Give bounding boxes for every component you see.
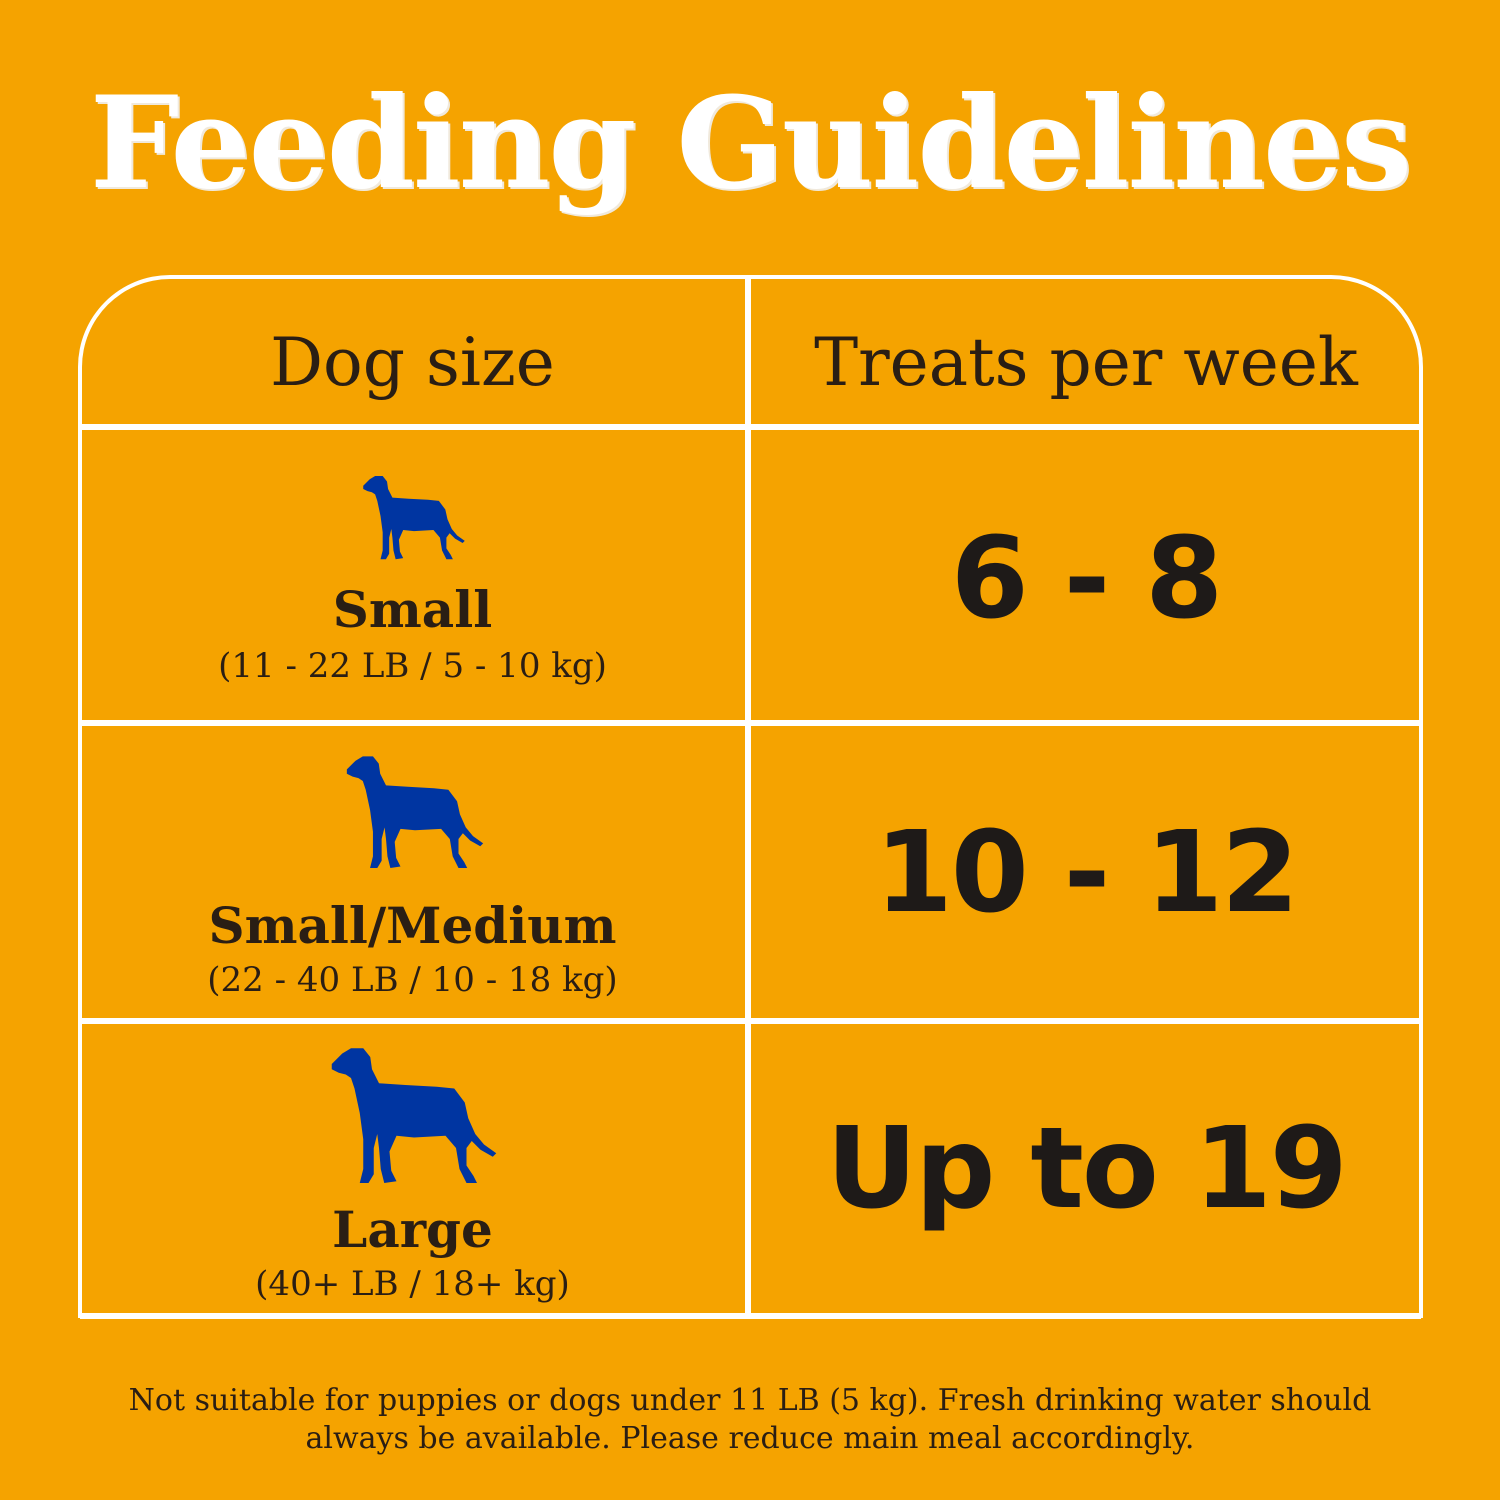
header-treats-per-week: Treats per week bbox=[814, 324, 1358, 401]
header-dog-size: Dog size bbox=[270, 324, 555, 401]
small-dog-icon bbox=[360, 472, 468, 560]
size-small-label: Small bbox=[332, 580, 493, 639]
size-small-medium-range: (22 - 40 LB / 10 - 18 kg) bbox=[207, 960, 618, 1000]
table-bottom-border bbox=[80, 1313, 1421, 1319]
size-large-range: (40+ LB / 18+ kg) bbox=[255, 1264, 570, 1304]
column-divider bbox=[745, 278, 751, 1318]
size-large-label: Large bbox=[332, 1200, 493, 1259]
feeding-table bbox=[78, 275, 1423, 1318]
row-divider-2 bbox=[80, 1018, 1421, 1024]
row-divider-header bbox=[80, 424, 1421, 430]
treats-small-value: 6 - 8 bbox=[950, 514, 1223, 644]
size-small-medium-label: Small/Medium bbox=[208, 896, 617, 955]
large-dog-icon bbox=[320, 1043, 508, 1183]
small-medium-dog-icon bbox=[341, 752, 489, 868]
row-divider-1 bbox=[80, 720, 1421, 726]
size-small-range: (11 - 22 LB / 5 - 10 kg) bbox=[218, 646, 607, 686]
footnote: Not suitable for puppies or dogs under 1… bbox=[128, 1383, 1372, 1456]
treats-small-medium-value: 10 - 12 bbox=[874, 808, 1299, 938]
treats-large-value: Up to 19 bbox=[826, 1104, 1347, 1234]
page-title: Feeding Guidelines bbox=[89, 69, 1412, 217]
